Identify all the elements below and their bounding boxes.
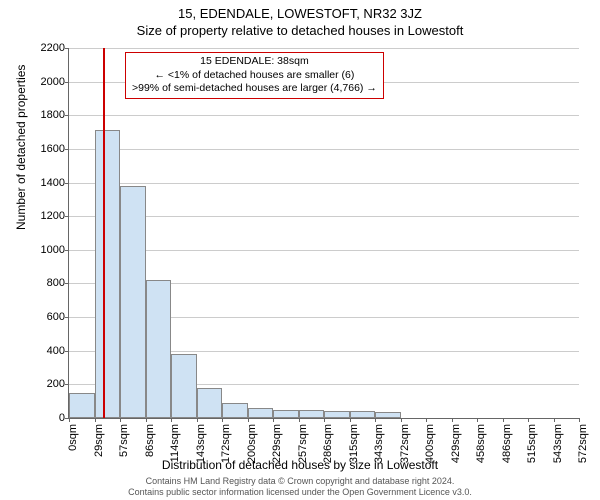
x-axis-label: Distribution of detached houses by size … (0, 458, 600, 472)
histogram-bar (120, 186, 146, 418)
gridline (69, 250, 579, 251)
ytick-label: 2000 (41, 76, 65, 88)
title-sub: Size of property relative to detached ho… (0, 21, 600, 38)
xtick-mark (299, 418, 300, 422)
histogram-bar (69, 393, 95, 418)
histogram-bar (197, 388, 223, 418)
ytick-label: 600 (47, 311, 65, 323)
gridline (69, 183, 579, 184)
histogram-bar (375, 412, 401, 418)
xtick-mark (426, 418, 427, 422)
xtick-mark (146, 418, 147, 422)
ytick-mark (65, 317, 69, 318)
histogram-bar (95, 130, 121, 418)
xtick-mark (375, 418, 376, 422)
xtick-mark (452, 418, 453, 422)
gridline (69, 149, 579, 150)
xtick-label: 114sqm (169, 424, 181, 462)
ytick-label: 0 (59, 412, 65, 424)
footer-line-2: Contains public sector information licen… (0, 487, 600, 498)
ytick-label: 1200 (41, 210, 65, 222)
ytick-label: 200 (47, 378, 65, 390)
xtick-mark (477, 418, 478, 422)
info-box: 15 EDENDALE: 38sqm ← <1% of detached hou… (125, 52, 384, 99)
ytick-label: 800 (47, 277, 65, 289)
xtick-label: 57sqm (118, 424, 130, 457)
xtick-mark (350, 418, 351, 422)
xtick-mark (579, 418, 580, 422)
histogram-bar (222, 403, 248, 418)
info-line-3: >99% of semi-detached houses are larger … (132, 82, 377, 96)
ytick-mark (65, 283, 69, 284)
xtick-mark (401, 418, 402, 422)
ytick-mark (65, 384, 69, 385)
xtick-mark (528, 418, 529, 422)
gridline (69, 48, 579, 49)
ytick-label: 1400 (41, 177, 65, 189)
xtick-mark (69, 418, 70, 422)
info-line-1: 15 EDENDALE: 38sqm (132, 55, 377, 69)
xtick-mark (222, 418, 223, 422)
chart-container: 15, EDENDALE, LOWESTOFT, NR32 3JZ Size o… (0, 0, 600, 500)
ytick-mark (65, 82, 69, 83)
xtick-mark (273, 418, 274, 422)
marker-line (103, 48, 105, 418)
histogram-bar (248, 408, 274, 418)
xtick-label: 0sqm (67, 424, 79, 451)
gridline (69, 216, 579, 217)
ytick-mark (65, 351, 69, 352)
footer: Contains HM Land Registry data © Crown c… (0, 476, 600, 498)
xtick-label: 86sqm (144, 424, 156, 457)
xtick-mark (197, 418, 198, 422)
ytick-label: 1000 (41, 244, 65, 256)
gridline (69, 115, 579, 116)
histogram-bar (299, 410, 325, 418)
plot-area: 0200400600800100012001400160018002000220… (68, 48, 579, 419)
xtick-mark (324, 418, 325, 422)
ytick-label: 1600 (41, 143, 65, 155)
histogram-bar (324, 411, 350, 418)
ytick-mark (65, 216, 69, 217)
ytick-mark (65, 115, 69, 116)
xtick-mark (120, 418, 121, 422)
footer-line-1: Contains HM Land Registry data © Crown c… (0, 476, 600, 487)
histogram-bar (350, 411, 376, 418)
xtick-label: 29sqm (93, 424, 105, 457)
ytick-label: 2200 (41, 42, 65, 54)
ytick-label: 400 (47, 345, 65, 357)
ytick-label: 1800 (41, 109, 65, 121)
xtick-mark (503, 418, 504, 422)
ytick-mark (65, 250, 69, 251)
xtick-mark (171, 418, 172, 422)
histogram-bar (171, 354, 197, 418)
histogram-bar (146, 280, 172, 418)
xtick-mark (554, 418, 555, 422)
title-main: 15, EDENDALE, LOWESTOFT, NR32 3JZ (0, 0, 600, 21)
ytick-mark (65, 48, 69, 49)
histogram-bar (273, 410, 299, 418)
ytick-mark (65, 183, 69, 184)
xtick-mark (248, 418, 249, 422)
xtick-mark (95, 418, 96, 422)
info-line-2: ← <1% of detached houses are smaller (6) (132, 69, 377, 83)
ytick-mark (65, 149, 69, 150)
y-axis-label: Number of detached properties (14, 65, 28, 230)
